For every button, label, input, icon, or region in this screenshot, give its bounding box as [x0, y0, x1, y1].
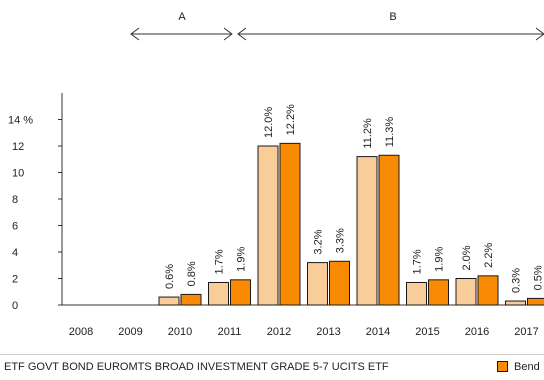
x-tick-label: 2010: [168, 326, 192, 338]
legend-benchmark-label: Bend: [514, 361, 540, 373]
data-label-benchmark-2011: 1.9%: [236, 247, 248, 272]
x-tick-label: 2008: [69, 326, 93, 338]
data-label-fund-2011: 1.7%: [214, 249, 226, 274]
data-label-fund-2017: 0.3%: [511, 268, 523, 293]
bar-chart: 0 2 4 6 8 10 12 14 % 2008 2009 0.6% 0.8% 2010 1.7% 1.9…: [0, 0, 544, 354]
bar-benchmark-2015: [429, 280, 449, 305]
x-tick-label: 2015: [415, 326, 439, 338]
x-tick-label: 2011: [218, 326, 242, 338]
y-tick-label: 12: [12, 141, 24, 153]
bar-benchmark-2013: [330, 261, 350, 305]
y-tick-label: 8: [12, 194, 18, 206]
bar-fund-2010: [159, 297, 179, 305]
data-label-benchmark-2012: 12.2%: [285, 104, 297, 135]
bar-benchmark-2017: [528, 298, 544, 305]
bar-fund-2012: [258, 146, 278, 305]
y-tick-label: 4: [12, 247, 18, 259]
bar-benchmark-2014: [379, 155, 399, 305]
bar-fund-2016: [456, 279, 476, 306]
data-label-benchmark-2010: 0.8%: [186, 261, 198, 286]
y-tick-label: 10: [12, 168, 24, 180]
data-label-benchmark-2017: 0.5%: [533, 265, 544, 290]
y-tick-label: 2: [12, 274, 18, 286]
period-B-label: B: [389, 11, 396, 23]
x-tick-label: 2017: [514, 326, 538, 338]
bar-benchmark-2010: [181, 294, 201, 305]
data-label-fund-2013: 3.2%: [313, 229, 325, 254]
data-label-fund-2010: 0.6%: [164, 264, 176, 289]
data-label-benchmark-2015: 1.9%: [434, 247, 446, 272]
x-tick-label: 2016: [465, 326, 489, 338]
bar-fund-2011: [209, 282, 229, 305]
x-tick-label: 2009: [118, 326, 142, 338]
data-label-fund-2014: 11.2%: [362, 118, 374, 149]
data-label-benchmark-2013: 3.3%: [335, 228, 347, 253]
y-tick-label: 6: [12, 221, 18, 233]
bar-fund-2013: [308, 263, 328, 305]
x-tick-label: 2012: [267, 326, 291, 338]
data-label-fund-2016: 2.0%: [461, 245, 473, 270]
period-A-label: A: [178, 11, 186, 23]
y-tick-label: 0: [12, 300, 18, 312]
data-label-benchmark-2016: 2.2%: [483, 243, 495, 268]
data-label-benchmark-2014: 11.3%: [384, 117, 396, 148]
bar-benchmark-2016: [478, 276, 498, 305]
y-tick-label: 14 %: [8, 115, 33, 127]
legend-fund-label: ETF GOVT BOND EUROMTS BROAD INVESTMENT G…: [4, 361, 389, 373]
x-tick-label: 2014: [366, 326, 390, 338]
data-label-fund-2015: 1.7%: [412, 249, 424, 274]
bar-fund-2017: [506, 301, 526, 305]
legend-benchmark-swatch: [497, 361, 508, 372]
bar-benchmark-2012: [280, 143, 300, 305]
bar-benchmark-2011: [231, 280, 251, 305]
legend: ETF GOVT BOND EUROMTS BROAD INVESTMENT G…: [0, 354, 544, 380]
bar-fund-2014: [357, 157, 377, 305]
data-label-fund-2012: 12.0%: [263, 107, 275, 138]
x-tick-label: 2013: [316, 326, 340, 338]
bar-fund-2015: [407, 282, 427, 305]
